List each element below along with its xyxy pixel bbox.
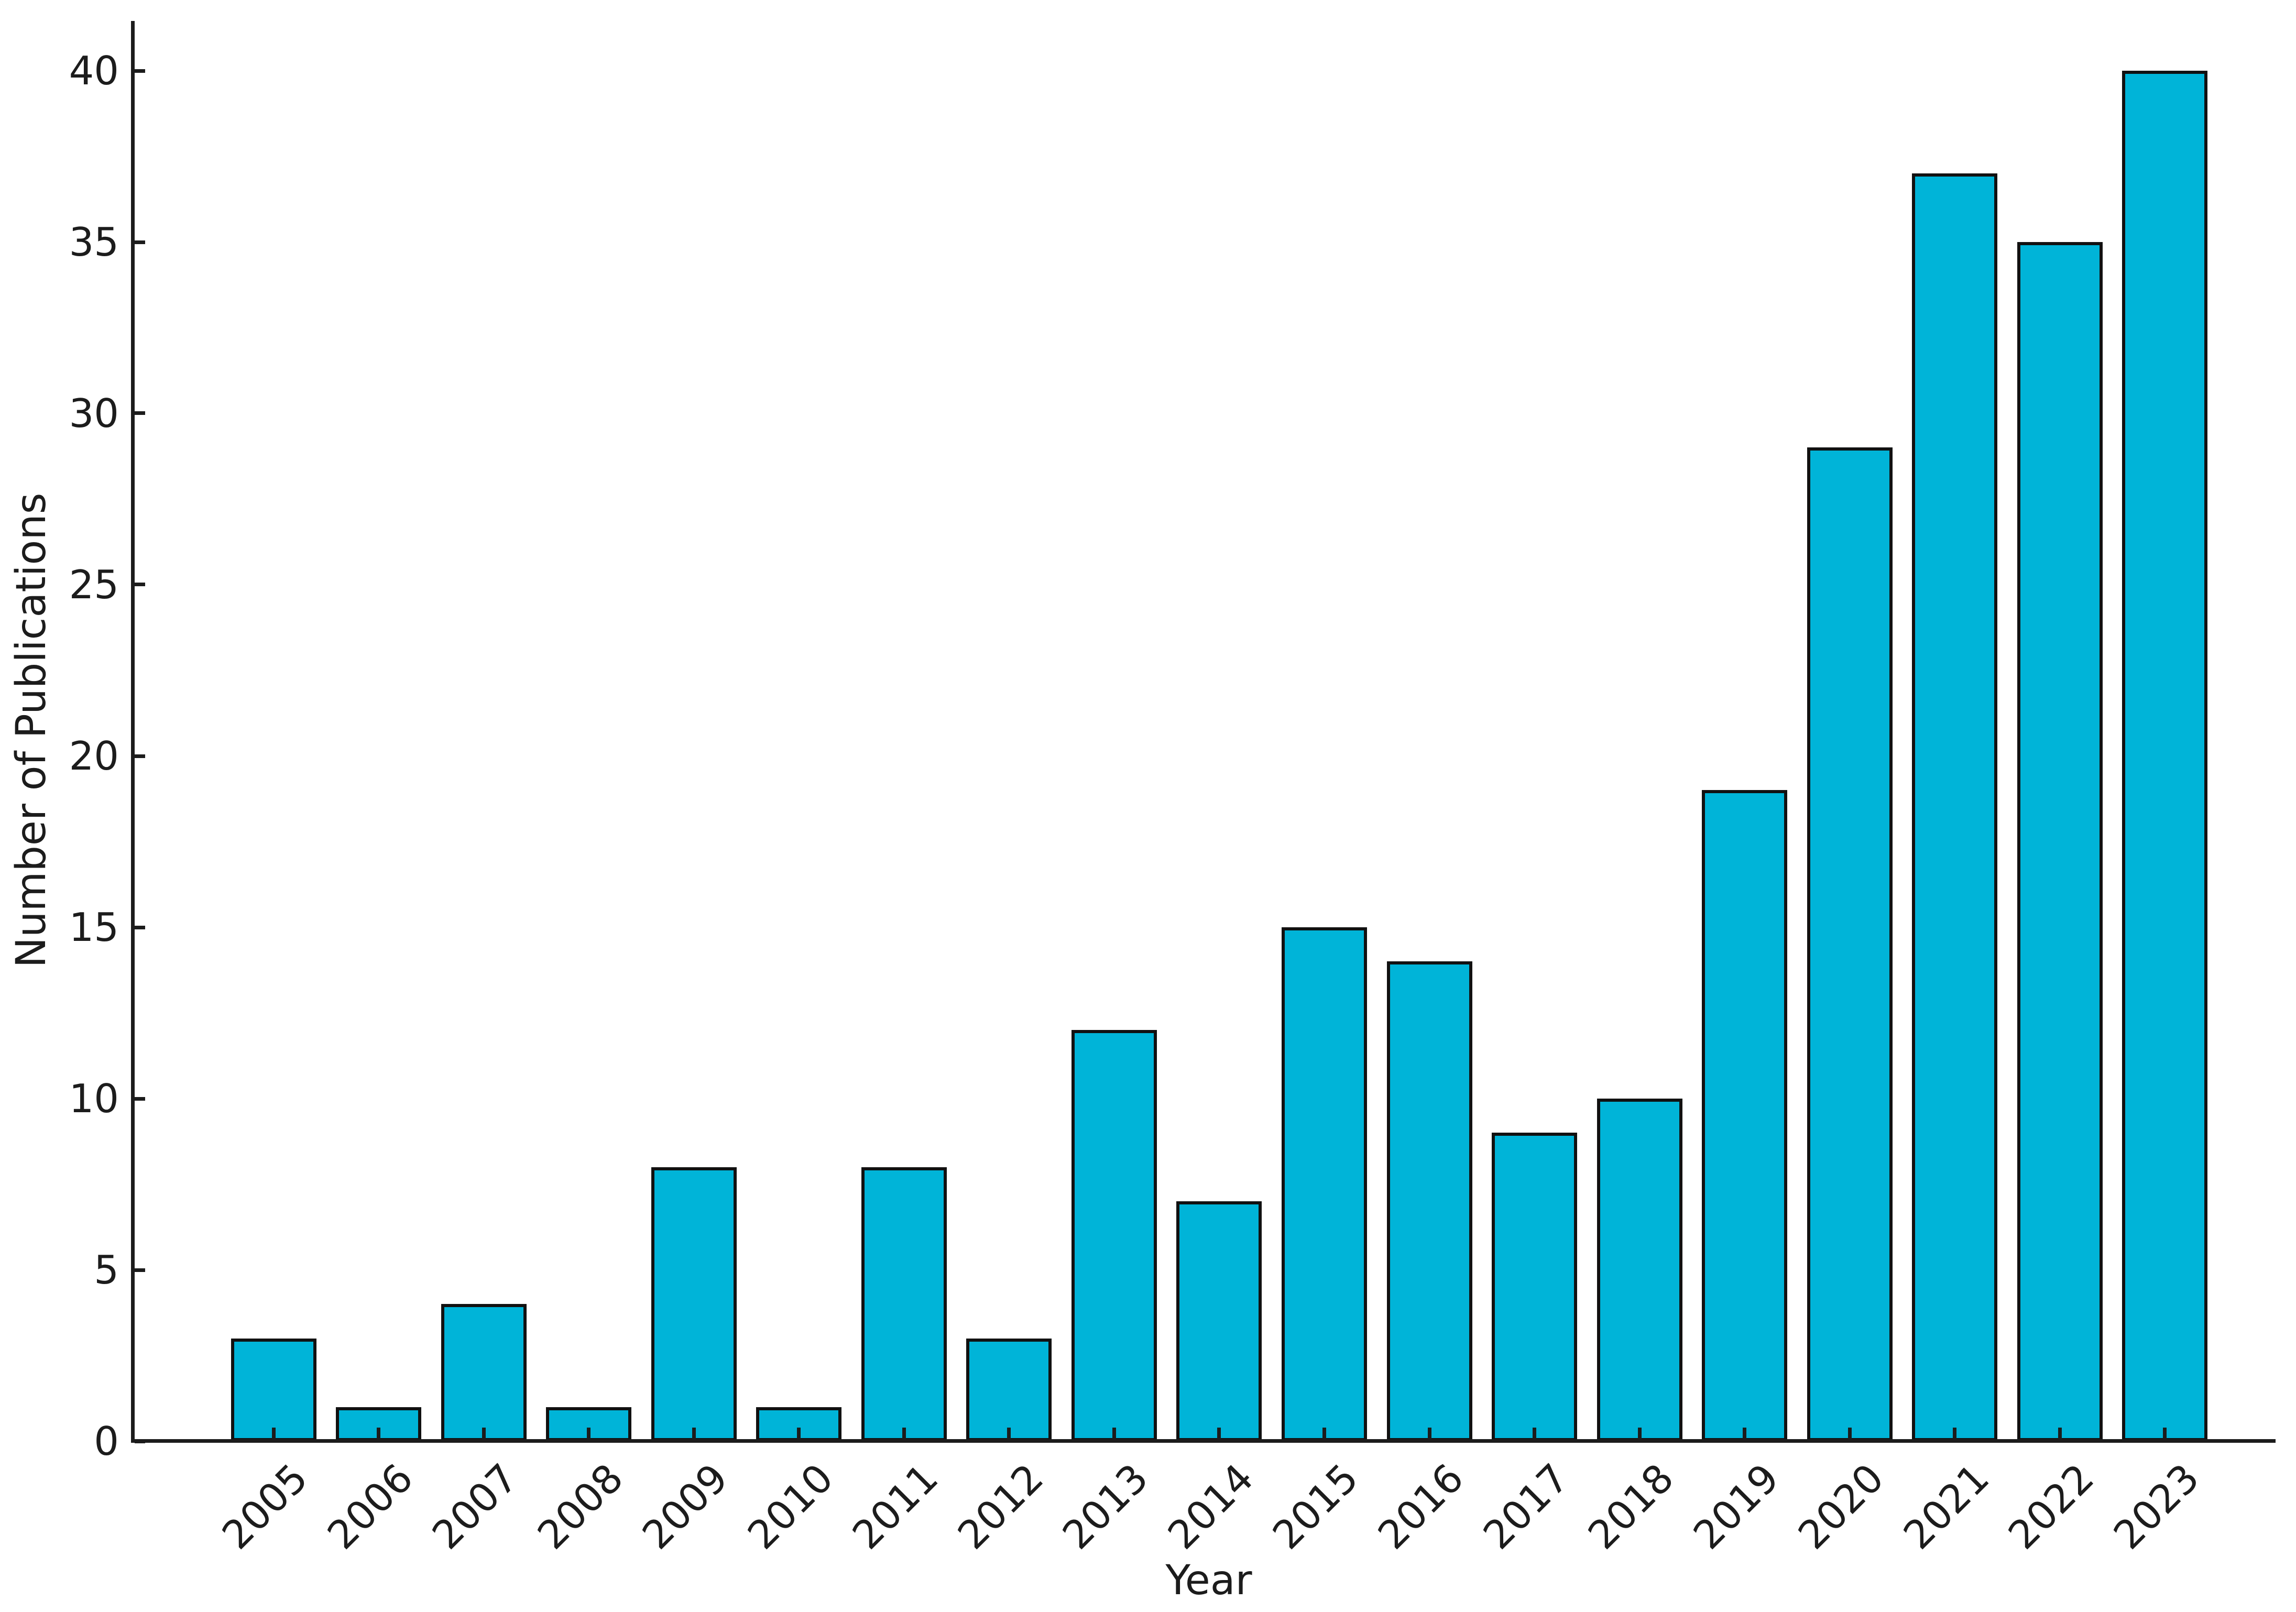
x-tick-mark [902,1428,906,1441]
y-tick-label: 15 [69,904,119,950]
y-tick-label: 20 [69,733,119,779]
bar-2020 [1807,447,1893,1441]
y-tick-label: 25 [69,562,119,608]
y-tick-mark [135,1268,145,1272]
x-tick-label: 2022 [1999,1455,2103,1559]
x-tick-mark [482,1428,486,1441]
x-tick-label: 2013 [1054,1455,1157,1559]
bar-2022 [2017,242,2103,1441]
x-tick-mark [2163,1428,2167,1441]
x-tick-label: 2010 [739,1455,843,1559]
bar-2016 [1387,961,1472,1441]
y-tick-mark [135,754,145,758]
x-tick-mark [2058,1428,2062,1441]
bar-2017 [1492,1133,1577,1441]
x-tick-mark [1428,1428,1431,1441]
y-tick-label: 5 [94,1247,119,1293]
x-tick-label: 2018 [1579,1455,1683,1559]
x-tick-label: 2005 [213,1455,317,1559]
bar-2013 [1072,1030,1157,1441]
x-tick-label: 2011 [844,1455,947,1559]
x-tick-mark [272,1428,276,1441]
x-tick-mark [1322,1428,1326,1441]
bar-2014 [1176,1201,1262,1441]
x-tick-mark [377,1428,380,1441]
y-axis-title: Number of Publications [8,492,55,968]
x-tick-mark [1638,1428,1642,1441]
x-tick-label: 2009 [633,1455,737,1559]
x-axis-line [131,1439,2276,1443]
x-tick-label: 2015 [1264,1455,1368,1559]
x-tick-mark [797,1428,801,1441]
x-tick-mark [1848,1428,1852,1441]
x-tick-mark [1533,1428,1536,1441]
x-tick-label: 2006 [319,1455,422,1559]
x-tick-label: 2020 [1789,1455,1893,1559]
bar-2012 [966,1339,1052,1441]
x-tick-label: 2023 [2105,1455,2208,1559]
x-tick-label: 2014 [1159,1455,1263,1559]
x-tick-mark [1007,1428,1011,1441]
bar-2011 [861,1167,947,1441]
x-tick-mark [1217,1428,1221,1441]
bar-2015 [1282,927,1367,1441]
bar-2009 [651,1167,737,1441]
x-tick-label: 2012 [949,1455,1053,1559]
y-axis-line [131,21,135,1443]
bar-2019 [1702,790,1787,1441]
bar-2005 [231,1339,316,1441]
bar-2007 [441,1304,527,1441]
x-tick-label: 2008 [529,1455,632,1559]
y-tick-label: 30 [69,390,119,436]
y-tick-mark [135,1097,145,1101]
x-tick-label: 2021 [1895,1455,1998,1559]
bar-2021 [1912,173,1997,1441]
y-tick-mark [135,583,145,586]
y-tick-mark [135,240,145,244]
y-tick-mark [135,69,145,73]
x-tick-mark [1953,1428,1956,1441]
x-tick-label: 2016 [1369,1455,1473,1559]
x-tick-mark [587,1428,591,1441]
x-tick-label: 2007 [423,1455,527,1559]
y-tick-label: 10 [69,1076,119,1122]
y-tick-label: 40 [69,48,119,94]
y-tick-label: 0 [94,1418,119,1464]
bar-2018 [1597,1099,1682,1441]
x-tick-mark [1743,1428,1746,1441]
y-tick-label: 35 [69,219,119,265]
x-tick-mark [1112,1428,1116,1441]
x-tick-label: 2017 [1474,1455,1578,1559]
y-tick-mark [135,411,145,415]
x-axis-title: Year [1165,1557,1252,1604]
y-tick-mark [135,926,145,929]
x-tick-label: 2019 [1685,1455,1788,1559]
x-tick-mark [692,1428,696,1441]
bar-2023 [2122,71,2207,1441]
